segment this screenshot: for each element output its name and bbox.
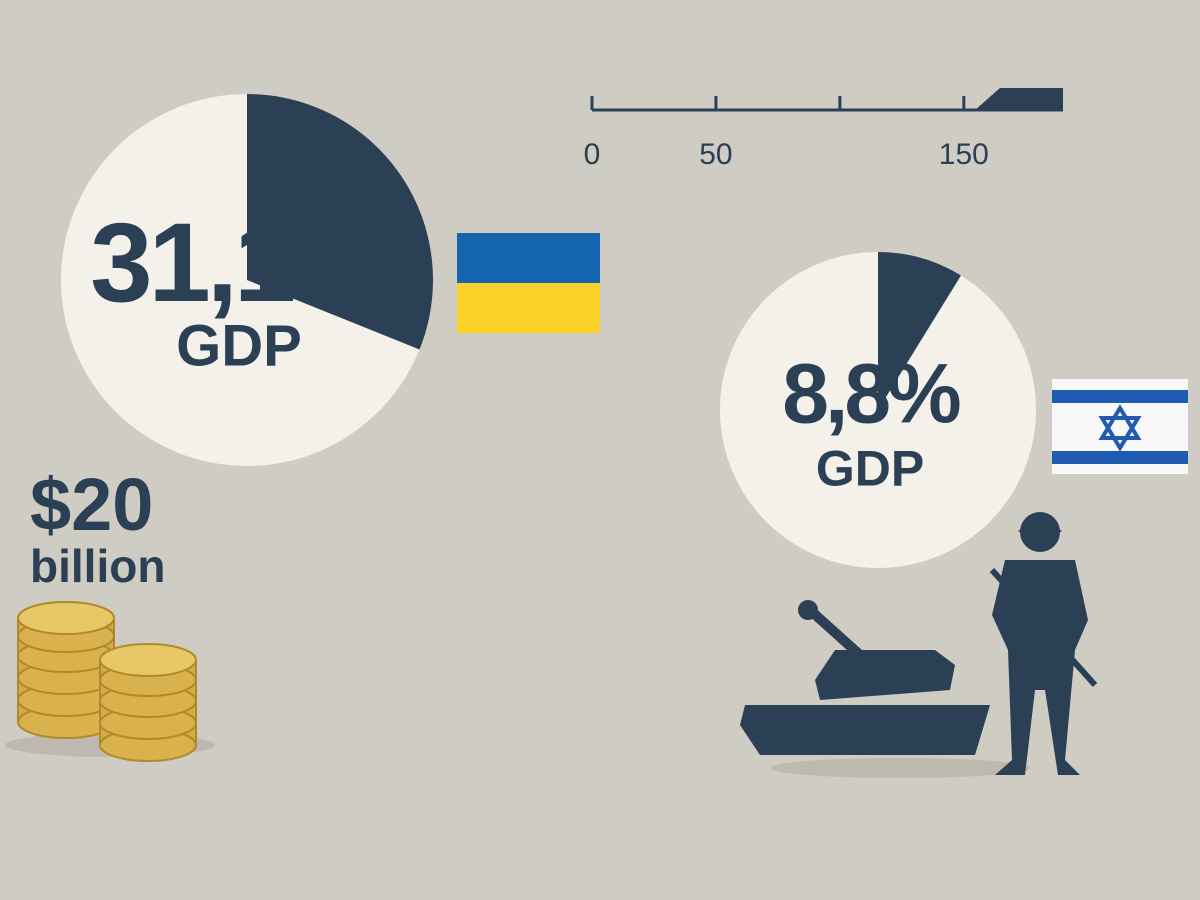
- shadow: [770, 758, 1030, 778]
- coin: [99, 643, 197, 677]
- ukraine-flag: [457, 233, 600, 333]
- value-label: 8,8%: [782, 346, 960, 440]
- soldier-helmet: [1018, 518, 1062, 532]
- soldier-rifle: [989, 567, 1098, 688]
- flag-stripe: [457, 233, 600, 283]
- star: [1098, 404, 1142, 440]
- israel-flag: [1052, 379, 1188, 474]
- star: [1098, 416, 1142, 452]
- flag-stripe: [457, 283, 600, 333]
- tank-turret: [815, 650, 955, 700]
- coin: [17, 601, 115, 635]
- tank-barrel: [806, 606, 864, 659]
- pie-label: GDP: [176, 313, 302, 378]
- pie-slice: [247, 94, 433, 350]
- tank-hull: [740, 705, 990, 755]
- flag-stripe: [1052, 390, 1188, 403]
- tank-muzzle: [798, 600, 818, 620]
- flag-stripe: [1052, 451, 1188, 464]
- tick-label: 150: [939, 138, 989, 171]
- coins: [5, 601, 215, 762]
- soldier-body: [992, 560, 1088, 775]
- pie-label: GDP: [816, 441, 924, 497]
- tick-label: 0: [584, 138, 601, 171]
- tick-label: 50: [699, 138, 732, 171]
- military-silhouettes: [740, 512, 1098, 778]
- pie-slice: [878, 252, 961, 410]
- annotation: $20: [30, 463, 153, 546]
- value-label: 31,1%: [90, 200, 389, 325]
- annotation: billion: [30, 540, 165, 592]
- axis-cap: [975, 88, 1063, 110]
